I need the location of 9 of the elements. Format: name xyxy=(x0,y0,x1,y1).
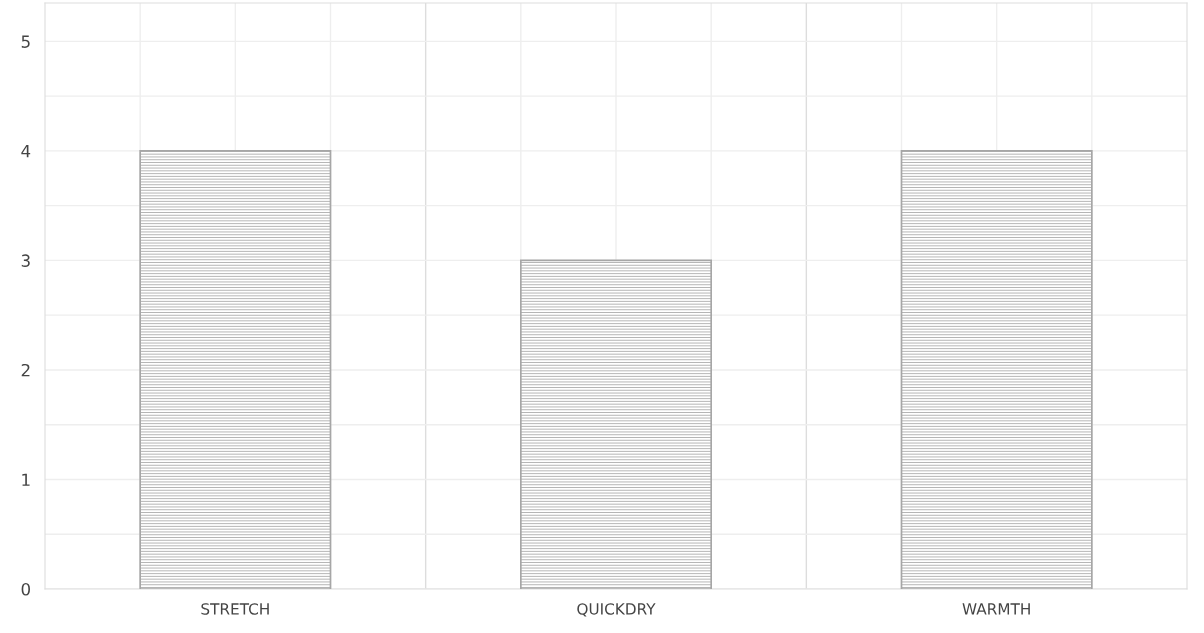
y-tick-label: 5 xyxy=(21,35,30,48)
y-tick-label: 0 xyxy=(21,582,30,596)
y-tick-label: 3 xyxy=(21,254,30,267)
y-tick-label: 2 xyxy=(21,363,30,377)
x-tick-label: WARMTH xyxy=(962,603,1030,615)
y-tick-label: 1 xyxy=(22,473,30,486)
y-tick-label: 4 xyxy=(21,145,31,158)
x-tick-label: QUICKDRY xyxy=(577,603,656,617)
x-tick-label: STRETCH xyxy=(201,603,269,615)
